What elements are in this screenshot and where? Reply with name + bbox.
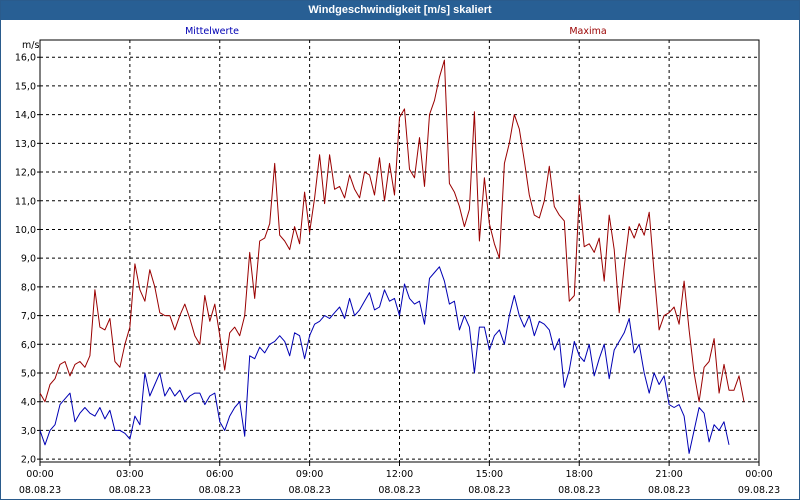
- x-tick-time-label: 00:00: [26, 469, 53, 480]
- y-tick-label: 14,0: [15, 110, 36, 121]
- y-tick-label: 6,0: [21, 340, 36, 351]
- x-tick-time-label: 03:00: [116, 469, 143, 480]
- x-tick-time-label: 12:00: [386, 469, 413, 480]
- series-group: [39, 59, 745, 454]
- y-tick-label: 8,0: [21, 282, 36, 293]
- grid-lines: [40, 40, 759, 462]
- x-tick-date-label: 08.08.23: [648, 485, 690, 496]
- y-tick-label: 7,0: [21, 311, 36, 322]
- x-tick-date-label: 08.08.23: [468, 485, 510, 496]
- y-axis: m/s 2,0 3,0 4,0 5,0 6,0 7,0 8,0 9,0 10,0 11,0 12,0…: [15, 40, 40, 466]
- x-tick-date-label: 08.08.23: [378, 485, 420, 496]
- y-tick-label: 9,0: [21, 254, 36, 265]
- x-tick-date-label: 09.08.23: [738, 485, 780, 496]
- x-tick-time-label: 09:00: [296, 469, 323, 480]
- y-tick-label: 2,0: [21, 455, 36, 466]
- x-tick-time-label: 18:00: [566, 469, 593, 480]
- legend-maxima: Maxima: [569, 26, 606, 37]
- series-line-mittelwerte: [39, 266, 730, 454]
- x-tick-time-label: 00:00: [745, 469, 772, 480]
- series-line-maxima: [39, 59, 745, 403]
- y-tick-label: 15,0: [15, 81, 36, 92]
- y-tick-label: 10,0: [15, 225, 36, 236]
- legend-mittelwerte: Mittelwerte: [185, 26, 239, 37]
- x-tick-time-label: 15:00: [476, 469, 503, 480]
- x-tick-time-label: 21:00: [655, 469, 682, 480]
- y-tick-label: 16,0: [15, 53, 36, 64]
- x-tick-date-label: 08.08.23: [199, 485, 241, 496]
- y-tick-label: 5,0: [21, 369, 36, 380]
- x-tick-date-label: 08.08.23: [288, 485, 330, 496]
- x-tick-date-label: 08.08.23: [558, 485, 600, 496]
- chart-title: Windgeschwindigkeit [m/s] skaliert: [1, 1, 799, 20]
- y-tick-label: 11,0: [15, 196, 36, 207]
- x-tick-date-label: 08.08.23: [109, 485, 151, 496]
- x-axis: 00:00 08.08.23 03:00 08.08.23 06:00 08.08.23 0…: [19, 462, 780, 496]
- y-tick-label: 4,0: [21, 397, 36, 408]
- y-axis-unit-label: m/s: [22, 40, 39, 51]
- y-tick-label: 12,0: [15, 168, 36, 179]
- y-tick-label: 3,0: [21, 426, 36, 437]
- x-tick-time-label: 06:00: [206, 469, 233, 480]
- y-tick-label: 13,0: [15, 139, 36, 150]
- x-tick-date-label: 08.08.23: [19, 485, 61, 496]
